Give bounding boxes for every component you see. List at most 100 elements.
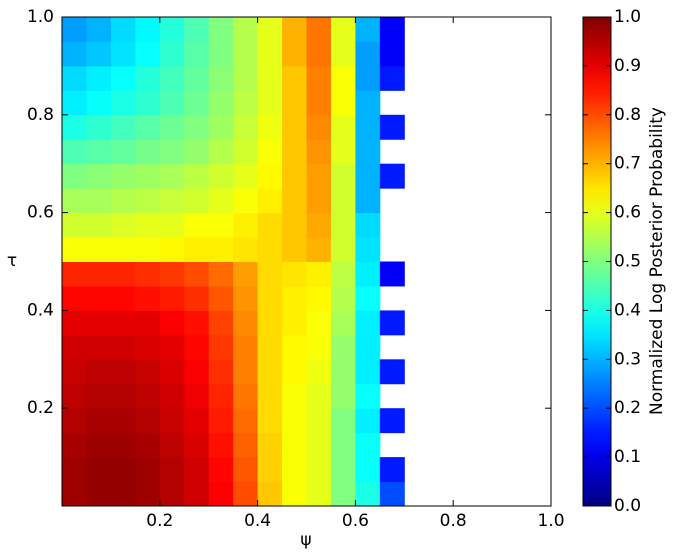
y-tick-label: 0.8 [27,105,54,125]
heatmap-cell [159,383,185,409]
heatmap-cell [62,408,87,434]
heatmap-cell [330,261,356,287]
heatmap-cell [86,90,112,116]
heatmap-cell [135,408,161,434]
heatmap-cell [355,432,381,458]
heatmap-cell [233,237,259,262]
heatmap-cell [110,212,136,238]
heatmap-cell [306,383,332,409]
heatmap-cell [306,212,332,238]
heatmap-cell [257,114,283,140]
heatmap-cell [62,432,87,458]
heatmap-cell [355,41,381,67]
heatmap-cell [184,359,210,385]
heatmap-cell [159,457,185,483]
heatmap-cell [135,261,161,287]
heatmap-cell [330,163,356,189]
heatmap-cell [233,408,259,434]
heatmap-cell [208,90,234,116]
heatmap-cell [135,41,161,67]
heatmap-cell [306,188,332,214]
heatmap-cell [257,139,283,165]
heatmap-cell [110,334,136,360]
x-tick-label: 0.2 [146,511,173,531]
heatmap-cell [62,90,87,116]
heatmap-cell [110,310,136,336]
heatmap-cell [62,481,87,507]
x-tick-label: 0.4 [244,511,271,531]
heatmap-cell [355,163,381,189]
heatmap-cell [159,17,185,42]
heatmap-cell [110,90,136,116]
heatmap-cell [110,359,136,385]
colorbar-tick-label: 0.5 [614,252,641,272]
heatmap-cell [208,481,234,507]
heatmap-cell [379,310,405,336]
heatmap-cell [184,114,210,140]
heatmap-cell [86,457,112,483]
heatmap-cell [159,237,185,262]
heatmap-cell [282,212,307,238]
heatmap-cell [62,457,87,483]
heatmap-cell [86,139,112,165]
heatmap-cell [110,41,136,67]
heatmap-cell [184,285,210,311]
heatmap-cell [184,17,210,42]
heatmap-cell [355,65,381,91]
heatmap-cell [257,163,283,189]
heatmap-cell [62,17,87,42]
heatmap-cell [282,139,307,165]
heatmap-cell [62,237,87,262]
heatmap-cell [159,310,185,336]
heatmap-cell [62,188,87,214]
heatmap-cell [135,163,161,189]
heatmap-cell [62,383,87,409]
heatmap-cell [110,65,136,91]
heatmap-cell [306,65,332,91]
heatmap-cell [135,432,161,458]
heatmap-cell [257,432,283,458]
heatmap-cell [86,163,112,189]
heatmap-cell [135,212,161,238]
y-axis-label: τ [7,251,17,271]
heatmap-cell [233,41,259,67]
heatmap-cell [379,359,405,385]
heatmap-cell [282,41,307,67]
x-tick-label: 0.6 [342,511,369,531]
heatmap-cell [282,334,307,360]
heatmap-cell [330,457,356,483]
heatmap-cell [86,310,112,336]
heatmap-cell [330,139,356,165]
heatmap-cell [257,481,283,507]
heatmap-cell [355,481,381,507]
heatmap-cell [233,383,259,409]
heatmap-cell [355,285,381,311]
heatmap-cell [306,41,332,67]
heatmap-cell [355,457,381,483]
heatmap-cell [135,65,161,91]
heatmap-cell [330,285,356,311]
y-tick-label: 0.2 [27,398,54,418]
heatmap-cell [282,90,307,116]
heatmap-cell [330,481,356,507]
heatmap-cell [306,408,332,434]
heatmap-cell [306,359,332,385]
heatmap-cell [208,334,234,360]
heatmap-cell [355,310,381,336]
heatmap-cell [159,359,185,385]
heatmap-cell [184,237,210,262]
heatmap-cell [257,359,283,385]
heatmap-cell [379,65,405,91]
colorbar-tick-label: 0.1 [614,447,641,467]
heatmap-cell [184,212,210,238]
heatmap-cell [233,90,259,116]
colorbar-label: Normalized Log Posterior Probability [647,107,667,415]
heatmap-cell [135,359,161,385]
heatmap-cell [355,212,381,238]
heatmap-cell [159,41,185,67]
heatmap-cell [330,408,356,434]
heatmap-cell [159,65,185,91]
heatmap-cell [282,432,307,458]
heatmap-cell [379,481,405,507]
heatmap-cell [306,163,332,189]
